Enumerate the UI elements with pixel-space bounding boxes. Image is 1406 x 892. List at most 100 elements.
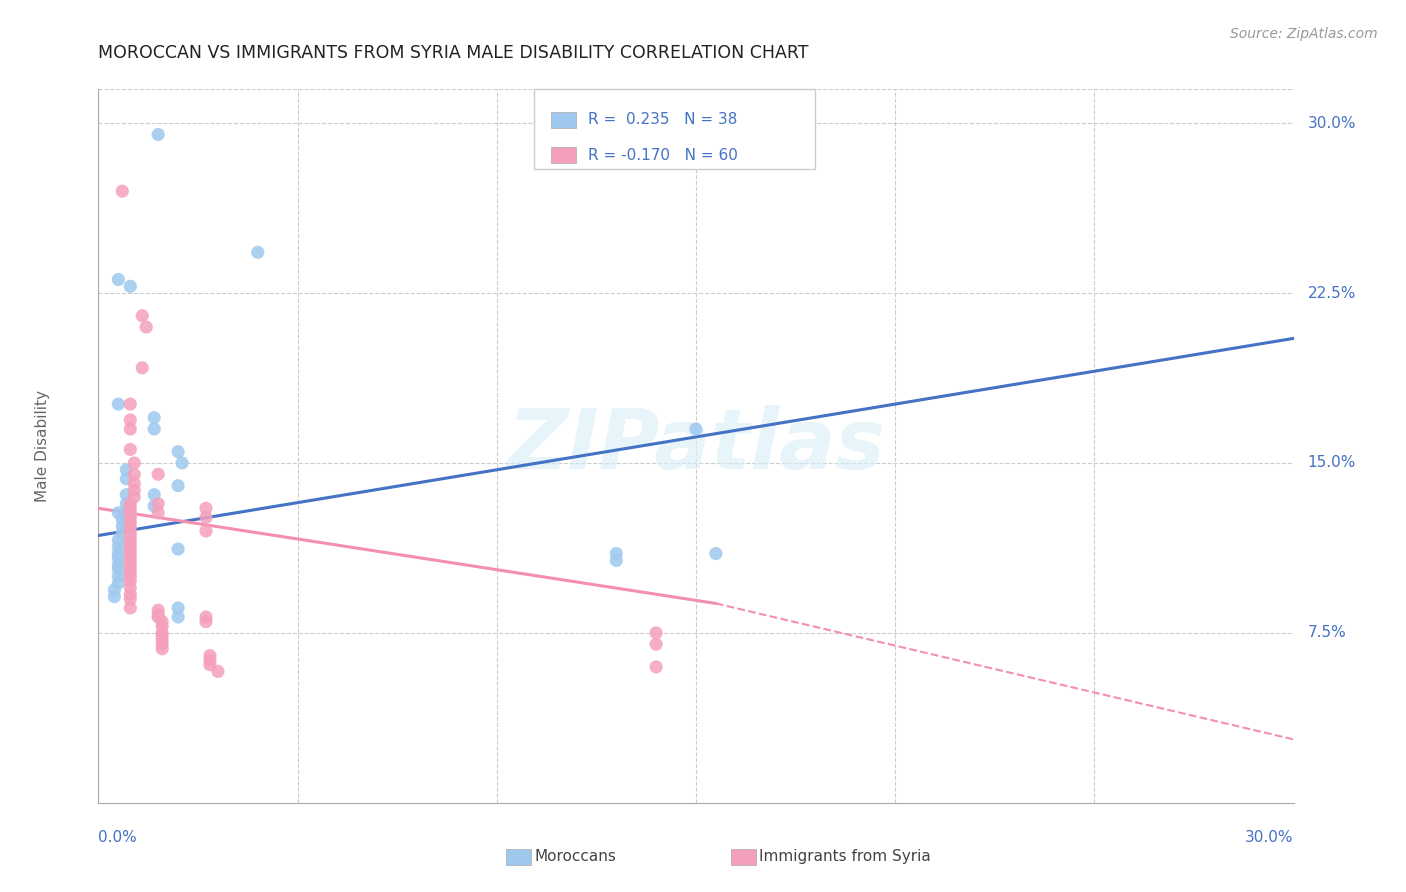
Point [207,665,229,679]
Point [143,488,166,502]
Point [120,574,142,588]
Point [107,547,129,561]
Point [120,569,142,583]
Point [194,610,218,624]
Point [143,499,166,513]
Point [120,528,142,542]
Point [148,467,170,482]
Point [194,501,218,516]
Point [107,272,129,286]
Point [148,128,170,142]
Point [645,626,668,640]
Point [645,637,668,651]
Text: 7.5%: 7.5% [1308,625,1347,640]
Point [103,590,125,604]
Point [135,320,157,334]
Point [120,501,142,516]
Text: 30.0%: 30.0% [1246,830,1294,845]
Point [148,610,170,624]
Point [120,506,142,520]
Point [103,582,125,597]
Point [120,442,142,457]
Text: Male Disability: Male Disability [35,390,49,502]
Point [120,537,142,551]
Point [194,615,218,629]
Point [120,515,142,529]
Text: Source: ZipAtlas.com: Source: ZipAtlas.com [1230,27,1378,41]
Text: ZIPatlas: ZIPatlas [508,406,884,486]
Point [120,533,142,547]
Point [605,547,627,561]
Point [120,581,142,595]
Point [120,413,142,427]
Point [111,526,134,541]
Text: R =  0.235   N = 38: R = 0.235 N = 38 [588,112,737,128]
Point [107,397,129,411]
Point [172,456,194,470]
Point [150,626,173,640]
Point [148,603,170,617]
Point [124,490,146,504]
Point [107,569,129,583]
Point [131,360,153,375]
Point [143,410,166,425]
Point [148,607,170,622]
Point [115,497,138,511]
Point [115,488,138,502]
Point [111,184,134,198]
Point [120,279,142,293]
Point [124,467,146,482]
Point [120,519,142,533]
Point [605,553,627,567]
Text: Moroccans: Moroccans [534,849,616,863]
Point [120,542,142,557]
Point [107,558,129,572]
Point [194,510,218,524]
Point [120,397,142,411]
Point [167,444,190,458]
Text: 30.0%: 30.0% [1308,116,1355,131]
Point [150,641,173,656]
Point [115,508,138,522]
Text: 22.5%: 22.5% [1308,285,1355,301]
Point [120,591,142,606]
Point [120,524,142,538]
Point [115,463,138,477]
Point [120,565,142,579]
Point [167,601,190,615]
Point [107,562,129,576]
Point [198,648,221,663]
Point [645,660,668,674]
Point [167,610,190,624]
Point [131,309,153,323]
Point [111,519,134,533]
Point [167,542,190,557]
Point [143,422,166,436]
Text: 15.0%: 15.0% [1308,456,1355,470]
Point [111,513,134,527]
Point [107,551,129,566]
Point [120,547,142,561]
Point [150,637,173,651]
Text: MOROCCAN VS IMMIGRANTS FROM SYRIA MALE DISABILITY CORRELATION CHART: MOROCCAN VS IMMIGRANTS FROM SYRIA MALE D… [98,45,808,62]
Point [107,533,129,547]
Point [167,478,190,492]
Point [107,576,129,591]
Point [107,506,129,520]
Text: R = -0.170   N = 60: R = -0.170 N = 60 [588,147,738,162]
Point [120,601,142,615]
Point [120,422,142,436]
Point [120,560,142,574]
Point [685,422,707,436]
Point [120,551,142,566]
Text: 0.0%: 0.0% [98,830,138,845]
Point [124,456,146,470]
Point [120,497,142,511]
Point [246,245,269,260]
Point [124,483,146,498]
Point [148,497,170,511]
Point [120,587,142,601]
Point [198,657,221,672]
Point [704,547,727,561]
Point [115,472,138,486]
